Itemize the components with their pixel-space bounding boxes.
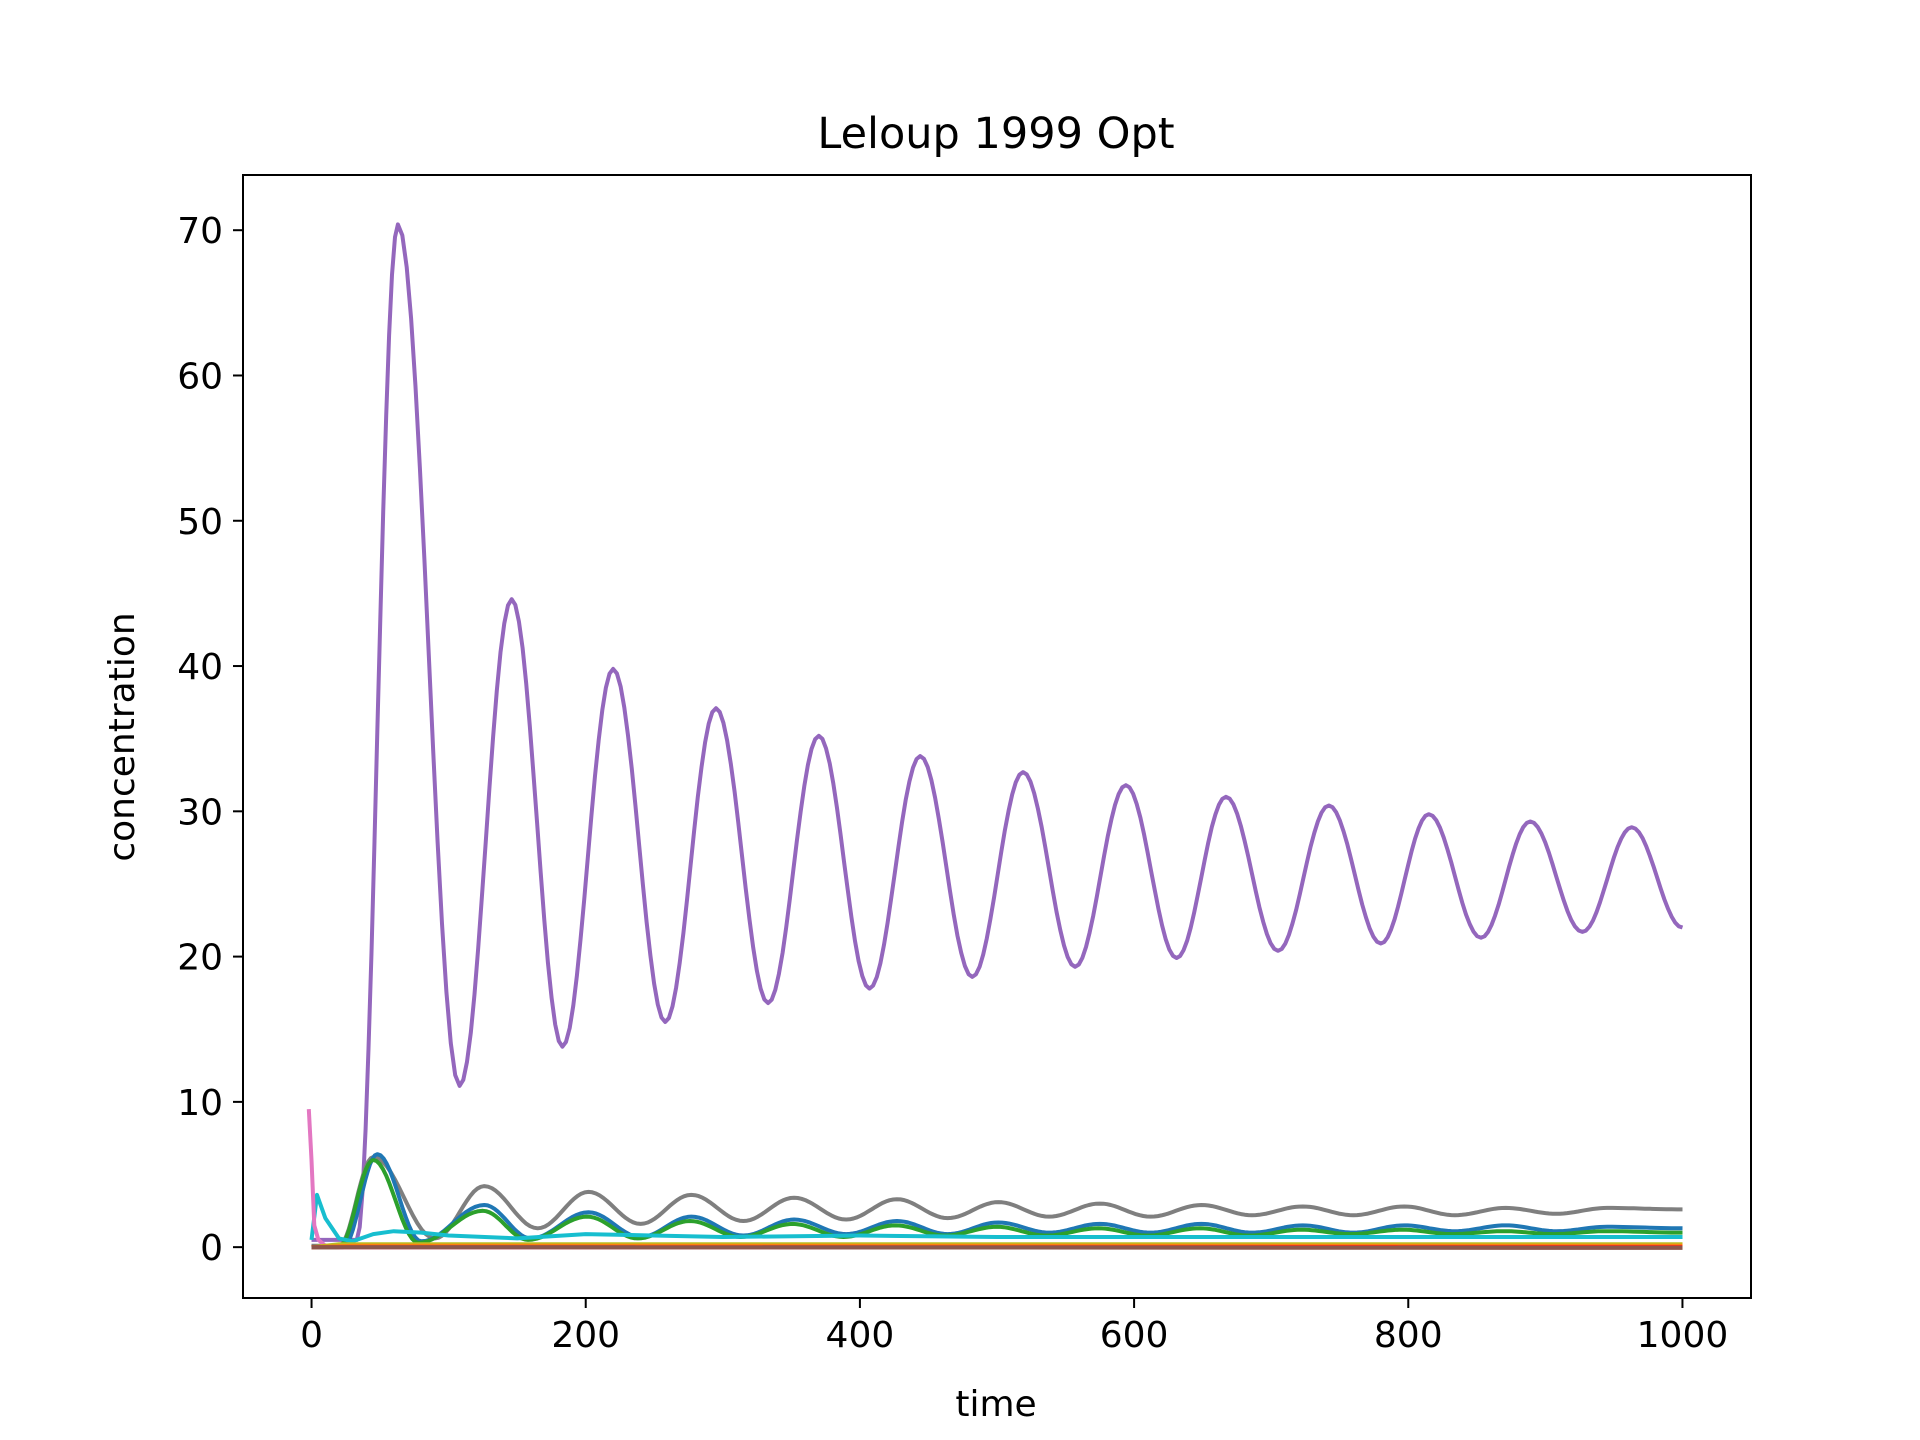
x-tick-label: 800 — [1374, 1315, 1443, 1356]
series-line-5 — [309, 1192, 1683, 1244]
x-tick-label: 0 — [300, 1315, 323, 1356]
y-axis-ticks: 0 10 20 30 40 50 60 70 — [177, 211, 243, 1269]
series-line-4 — [311, 1158, 1683, 1250]
y-tick-label: 70 — [177, 211, 223, 252]
x-tick-label: 1000 — [1637, 1315, 1729, 1356]
series-line-1 — [311, 222, 1684, 1242]
y-tick-label: 0 — [200, 1228, 223, 1269]
series-layer — [306, 222, 1684, 1250]
x-axis-title: time — [955, 1384, 1036, 1425]
chart-title: Leloup 1999 Opt — [817, 109, 1174, 159]
x-tick-label: 200 — [551, 1315, 620, 1356]
series-line-3 — [311, 1152, 1683, 1250]
plot-frame — [242, 174, 1752, 1299]
series-line-2 — [311, 1155, 1683, 1248]
y-tick-label: 20 — [177, 938, 223, 979]
y-axis-title: concentration — [102, 612, 143, 861]
y-tick-label: 50 — [177, 502, 223, 543]
y-tick-label: 40 — [177, 647, 223, 688]
y-tick-label: 60 — [177, 356, 223, 397]
x-axis-ticks: 0 200 400 600 800 1000 — [300, 1298, 1728, 1356]
x-tick-label: 600 — [1100, 1315, 1169, 1356]
x-tick-label: 400 — [826, 1315, 895, 1356]
y-tick-label: 10 — [177, 1083, 223, 1124]
series-line-10 — [311, 1245, 1683, 1250]
y-tick-label: 30 — [177, 792, 223, 833]
